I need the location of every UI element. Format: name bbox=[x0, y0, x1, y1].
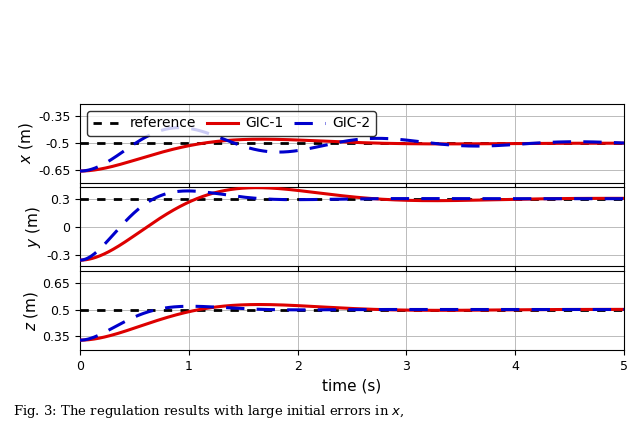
Text: Fig. 3: The regulation results with large initial errors in $x$,: Fig. 3: The regulation results with larg… bbox=[13, 403, 404, 420]
Y-axis label: $x$ (m): $x$ (m) bbox=[17, 123, 35, 164]
Y-axis label: $y$ (m): $y$ (m) bbox=[24, 206, 43, 248]
Legend: reference, GIC-1, GIC-2: reference, GIC-1, GIC-2 bbox=[87, 111, 376, 136]
Y-axis label: $z$ (m): $z$ (m) bbox=[22, 290, 40, 331]
X-axis label: time (s): time (s) bbox=[323, 378, 381, 393]
